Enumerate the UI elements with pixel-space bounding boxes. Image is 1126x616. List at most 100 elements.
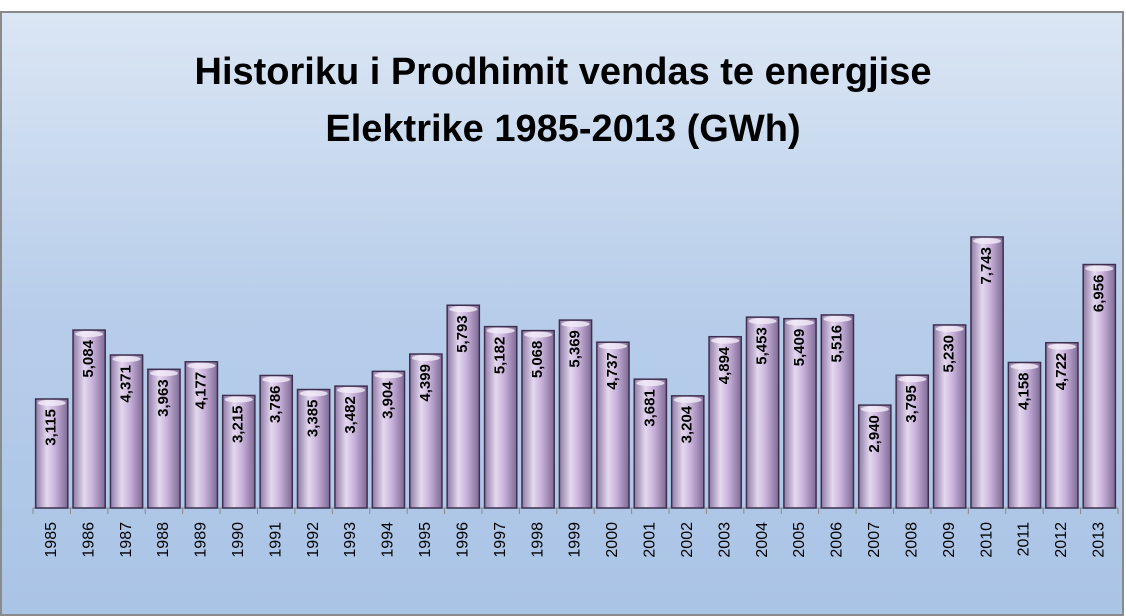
bar <box>820 314 855 509</box>
bar <box>409 353 443 509</box>
x-tick-label: 1993 <box>342 522 359 558</box>
x-tick-label: 2011 <box>1016 522 1033 557</box>
data-label: 4,399 <box>417 364 434 402</box>
bar-top <box>935 325 964 332</box>
data-label: 6,956 <box>1090 275 1107 313</box>
x-tick-label: 1989 <box>193 522 210 558</box>
data-label: 5,230 <box>941 335 958 373</box>
bar-top <box>486 327 515 334</box>
x-tick-label: 2000 <box>604 522 621 558</box>
bar-top <box>972 237 1002 244</box>
bar-top <box>374 372 403 379</box>
x-tick-label: 2004 <box>754 522 771 558</box>
bar <box>932 324 967 509</box>
bar-top <box>785 319 815 326</box>
background <box>0 11 1124 616</box>
x-tick-label: 2007 <box>866 522 883 558</box>
data-label: 5,453 <box>754 327 771 365</box>
bar-top <box>299 390 328 397</box>
bar-top <box>1047 343 1076 350</box>
x-tick-label: 1992 <box>305 522 322 558</box>
bar-top <box>898 376 927 383</box>
bar <box>633 378 668 509</box>
bar <box>109 354 144 509</box>
data-label: 5,793 <box>454 315 471 353</box>
bar <box>708 335 742 509</box>
data-label: 3,681 <box>641 389 658 427</box>
data-label: 5,516 <box>828 325 845 363</box>
bar-top <box>224 396 253 403</box>
bar-top <box>748 318 777 325</box>
x-tick-label: 1996 <box>454 522 471 558</box>
x-tick-label: 2013 <box>1091 522 1108 558</box>
bar <box>1045 341 1079 509</box>
bar <box>783 317 817 509</box>
bar-top <box>187 362 216 369</box>
bar-top <box>673 396 702 403</box>
data-label: 3,385 <box>305 400 322 438</box>
data-label: 4,158 <box>1015 372 1032 410</box>
bar <box>1007 361 1042 509</box>
bar <box>446 304 481 509</box>
bar <box>371 370 406 509</box>
x-tick-label: 1985 <box>43 522 60 558</box>
data-label: 4,722 <box>1053 353 1070 391</box>
bar <box>147 368 181 509</box>
bar-top <box>336 387 366 394</box>
x-tick-label: 1991 <box>267 522 284 558</box>
bar-top <box>37 399 66 406</box>
bar <box>221 394 256 509</box>
bar <box>1082 263 1117 509</box>
bar <box>483 325 518 509</box>
data-label: 3,204 <box>679 405 696 443</box>
x-tick-label: 1990 <box>230 522 247 558</box>
data-label: 3,482 <box>342 396 359 434</box>
x-tick-label: 1986 <box>80 522 97 558</box>
data-label: 3,795 <box>903 385 920 423</box>
x-tick-label: 2005 <box>791 522 808 558</box>
bar <box>670 395 705 509</box>
bar <box>558 319 593 509</box>
x-tick-label: 2009 <box>941 522 958 558</box>
data-label: 3,963 <box>155 379 172 417</box>
bar <box>895 374 930 509</box>
data-label: 5,068 <box>529 341 546 379</box>
bar-top <box>149 370 179 377</box>
bar-top <box>523 331 553 338</box>
data-label: 5,182 <box>492 337 509 375</box>
data-label: 5,369 <box>566 330 583 368</box>
bar <box>34 398 69 509</box>
bar-top <box>711 337 740 344</box>
x-tick-label: 2002 <box>679 522 696 558</box>
bar-top <box>561 321 590 328</box>
bar-top <box>823 315 852 322</box>
bar-top <box>75 331 104 338</box>
bar <box>334 385 368 509</box>
bar-top <box>449 306 478 313</box>
bar-top <box>598 343 628 350</box>
x-tick-label: 1997 <box>492 522 509 558</box>
x-tick-label: 1995 <box>417 522 434 558</box>
bar <box>970 236 1004 509</box>
data-label: 5,409 <box>791 329 808 367</box>
data-label: 4,894 <box>716 346 733 384</box>
data-label: 3,115 <box>43 409 60 446</box>
x-tick-label: 2003 <box>716 522 733 558</box>
bar <box>857 404 892 509</box>
x-tick-label: 2010 <box>978 522 995 558</box>
bar-top <box>636 380 665 387</box>
data-label: 3,786 <box>267 385 284 423</box>
data-label: 4,737 <box>604 352 621 390</box>
x-tick-label: 1994 <box>380 522 397 558</box>
x-tick-label: 1988 <box>155 522 172 558</box>
data-label: 7,743 <box>978 247 995 285</box>
bar <box>596 341 630 509</box>
bar <box>296 388 331 509</box>
x-tick-label: 2006 <box>829 522 846 558</box>
bar <box>259 374 294 509</box>
x-tick-label: 1998 <box>529 522 546 558</box>
x-tick-label: 2012 <box>1053 522 1070 558</box>
x-tick-label: 2008 <box>903 522 920 558</box>
bar-top <box>860 406 889 413</box>
data-label: 5,084 <box>80 339 97 377</box>
